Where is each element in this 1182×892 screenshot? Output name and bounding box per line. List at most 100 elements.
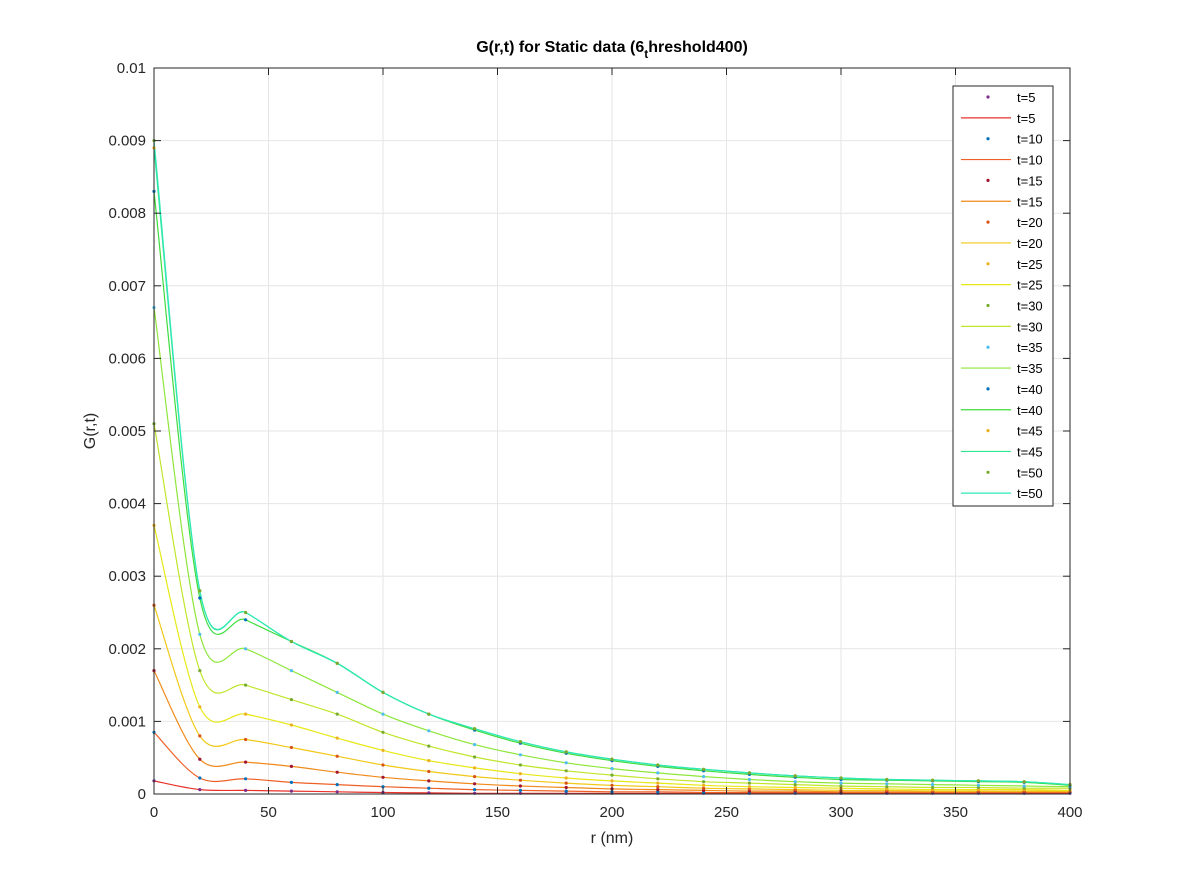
data-point-t=20	[381, 763, 385, 767]
x-tick-label: 200	[599, 804, 624, 821]
y-axis-label: G(r,t)	[82, 413, 99, 449]
legend-label: t=20	[1017, 236, 1043, 251]
legend: t=5 t=5 t=10 t=10 t=15 t=15 t=20 t=20 t=25 t=25 t=…	[952, 85, 1054, 507]
data-point-t=35	[335, 690, 339, 695]
data-point-t=10	[335, 783, 339, 787]
legend-label: t=5	[1017, 111, 1035, 126]
data-point-t=10	[518, 788, 523, 793]
data-point-t=15	[381, 775, 385, 779]
x-tick-label: 250	[714, 804, 739, 821]
data-point-t=25	[381, 748, 385, 753]
data-point-t=20	[656, 785, 660, 789]
data-point-t=25	[335, 736, 339, 740]
data-point-t=30	[289, 698, 293, 702]
data-point-t=35	[931, 783, 935, 787]
data-point-t=15	[198, 757, 202, 761]
data-point-t=30	[610, 773, 614, 777]
data-point-t=40	[198, 596, 202, 600]
data-point-t=35	[610, 767, 614, 771]
legend-marker	[986, 137, 990, 141]
data-point-t=20	[747, 787, 752, 791]
legend-label: t=40	[1017, 382, 1043, 397]
data-point-t=25	[518, 772, 523, 776]
data-point-t=30	[885, 785, 889, 789]
legend-label: t=35	[1017, 361, 1043, 376]
data-point-t=15	[244, 760, 248, 764]
data-point-t=15	[564, 785, 568, 790]
fit-line-t=30	[153, 423, 1071, 789]
data-point-t=50	[289, 639, 293, 644]
data-point-t=30	[518, 763, 523, 767]
data-point-t=25	[793, 785, 797, 790]
data-point-t=50	[976, 779, 981, 783]
data-point-t=50	[839, 776, 843, 780]
data-point-t=25	[564, 776, 568, 780]
data-point-t=30	[335, 712, 339, 716]
data-point-t=5	[244, 788, 248, 793]
data-point-t=25	[747, 785, 752, 789]
data-point-t=50	[1022, 780, 1026, 784]
data-point-t=50	[610, 757, 614, 761]
data-point-t=35	[656, 771, 660, 775]
x-axis-ticks: 0 50 100 150 200 250 300 350 400	[150, 68, 1083, 821]
data-point-t=25	[656, 781, 660, 785]
data-point-t=35	[427, 729, 431, 733]
data-point-t=50	[198, 589, 202, 593]
data-point-t=20	[518, 778, 523, 782]
data-point-t=35	[198, 632, 202, 636]
data-point-t=35	[473, 743, 477, 747]
x-tick-label: 50	[260, 804, 277, 821]
data-point-t=35	[289, 669, 293, 673]
data-point-t=25	[244, 712, 248, 716]
data-point-t=30	[1022, 786, 1026, 790]
data-point-t=30	[976, 785, 981, 790]
legend-label: t=10	[1017, 132, 1043, 147]
data-point-t=35	[747, 777, 752, 782]
y-tick-label: 0.009	[108, 133, 146, 150]
data-point-t=30	[198, 669, 202, 673]
legend-label: t=50	[1017, 486, 1043, 501]
x-tick-label: 300	[828, 804, 853, 821]
data-point-t=50	[244, 610, 248, 615]
data-point-t=25	[289, 723, 293, 727]
data-point-t=30	[244, 683, 248, 687]
legend-label: t=45	[1017, 424, 1043, 439]
data-point-t=50	[656, 763, 660, 767]
legend-marker	[986, 303, 990, 308]
data-point-t=10	[289, 780, 293, 785]
data-point-t=15	[335, 770, 339, 774]
x-tick-label: 350	[943, 804, 968, 821]
legend-marker	[986, 429, 990, 433]
data-point-t=15	[473, 782, 477, 786]
data-point-t=50	[335, 661, 339, 665]
data-point-t=35	[381, 712, 385, 716]
data-point-t=35	[244, 647, 248, 651]
data-point-t=35	[839, 781, 843, 785]
data-point-t=35	[702, 775, 706, 779]
data-point-t=10	[427, 786, 431, 790]
y-tick-label: 0.003	[108, 568, 146, 585]
data-point-t=5	[335, 790, 339, 794]
data-point-t=5	[198, 788, 202, 792]
legend-label: t=25	[1017, 278, 1043, 293]
data-point-t=50	[931, 778, 935, 782]
legend-label: t=30	[1017, 299, 1043, 314]
data-point-t=35	[976, 783, 981, 787]
fit-line-t=25	[153, 525, 1071, 791]
data-point-t=35	[518, 753, 523, 757]
legend-marker	[986, 387, 990, 391]
data-point-t=20	[564, 781, 568, 785]
data-point-t=5	[289, 789, 293, 793]
data-point-t=15	[656, 788, 660, 792]
x-tick-label: 100	[370, 804, 395, 821]
data-point-t=15	[518, 784, 523, 788]
data-point-t=30	[381, 730, 385, 734]
y-tick-label: 0.008	[108, 205, 146, 222]
data-point-t=20	[473, 775, 477, 779]
data-point-t=10	[244, 777, 248, 781]
data-point-t=10	[473, 788, 477, 792]
data-point-t=35	[793, 780, 797, 784]
data-point-t=25	[885, 787, 889, 791]
data-point-t=25	[198, 705, 202, 709]
x-tick-label: 0	[150, 804, 158, 821]
